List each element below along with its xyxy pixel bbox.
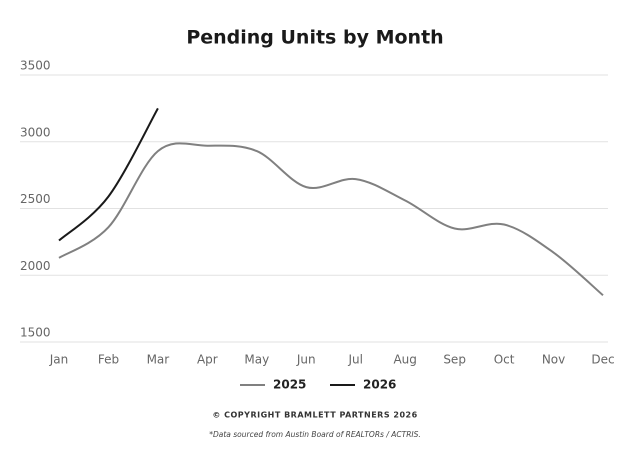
- line-series: [58, 142, 604, 297]
- x-tick-label: Jan: [49, 353, 69, 367]
- y-tick-label: 2500: [20, 192, 51, 206]
- y-tick-label: 3000: [20, 125, 51, 139]
- y-tick-label: 1500: [20, 326, 51, 340]
- x-tick-label: Jul: [347, 353, 362, 367]
- copyright: © COPYRIGHT BRAMLETT PARTNERS 2026: [212, 411, 417, 420]
- line-series: [58, 107, 159, 242]
- x-tick-label: Mar: [147, 353, 170, 367]
- x-tick-label: May: [244, 353, 269, 367]
- x-tick-label: Dec: [591, 353, 614, 367]
- y-tick-label: 2000: [20, 259, 51, 273]
- y-tick-label: 3500: [20, 59, 51, 73]
- legend-label: 2026: [363, 378, 396, 392]
- legend-label: 2025: [273, 378, 306, 392]
- x-tick-label: Nov: [542, 353, 565, 367]
- x-tick-label: Jun: [296, 353, 316, 367]
- x-tick-label: Apr: [197, 353, 218, 367]
- x-tick-label: Feb: [98, 353, 119, 367]
- x-tick-label: Oct: [494, 353, 515, 367]
- x-tick-label: Sep: [443, 353, 466, 367]
- source-note: *Data sourced from Austin Board of REALT…: [209, 430, 421, 439]
- x-tick-label: Aug: [393, 353, 416, 367]
- chart-title: Pending Units by Month: [186, 27, 443, 49]
